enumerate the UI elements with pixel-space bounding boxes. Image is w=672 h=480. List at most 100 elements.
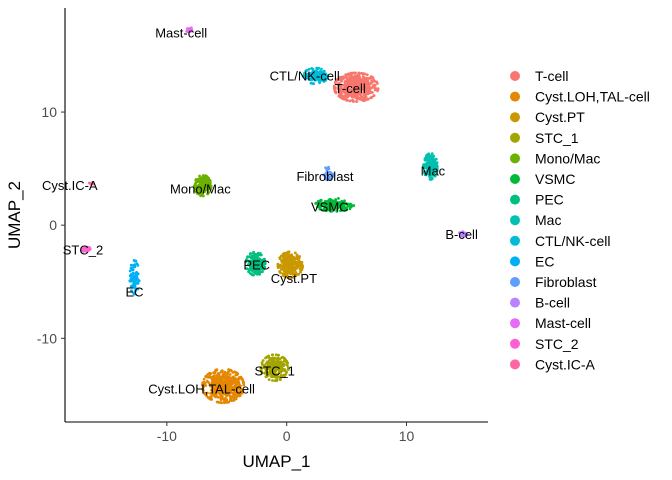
- legend-swatch: [510, 215, 520, 226]
- data-point: [130, 289, 133, 292]
- data-point: [334, 90, 338, 94]
- data-point: [428, 175, 431, 179]
- series-7-points: [422, 152, 439, 181]
- data-point: [367, 84, 370, 88]
- data-point: [283, 251, 287, 255]
- data-point: [211, 393, 215, 397]
- x-tick-label: 10: [399, 428, 415, 444]
- data-point: [248, 252, 252, 256]
- data-point: [202, 377, 206, 381]
- data-point: [376, 87, 380, 90]
- data-point: [202, 177, 206, 181]
- data-point: [228, 373, 232, 376]
- data-point: [135, 262, 139, 266]
- data-point: [344, 87, 348, 90]
- data-point: [335, 203, 339, 207]
- data-point: [268, 371, 271, 375]
- data-point: [270, 353, 274, 357]
- data-point: [340, 75, 344, 79]
- data-point: [315, 77, 318, 81]
- data-point: [363, 72, 367, 76]
- cluster-label: B-cell: [445, 227, 478, 242]
- data-point: [346, 204, 350, 208]
- data-point: [193, 184, 197, 188]
- data-point: [204, 177, 208, 181]
- data-point: [200, 187, 204, 191]
- data-point: [269, 357, 273, 360]
- data-point: [133, 282, 137, 286]
- data-point: [261, 359, 265, 362]
- data-point: [305, 69, 308, 72]
- data-point: [229, 397, 233, 401]
- data-point: [227, 376, 231, 380]
- data-point: [293, 251, 297, 255]
- legend-swatch: [510, 91, 520, 102]
- data-point: [225, 400, 229, 404]
- data-point: [346, 73, 350, 77]
- x-tick-label: -10: [157, 428, 177, 444]
- data-point: [207, 381, 211, 384]
- data-point: [200, 184, 204, 188]
- series-12-points: [185, 26, 194, 34]
- data-point: [257, 260, 261, 264]
- legend-label: STC_1: [535, 130, 579, 146]
- data-point: [272, 360, 276, 363]
- data-point: [198, 174, 202, 178]
- data-point: [331, 202, 335, 206]
- data-point: [267, 378, 271, 381]
- data-point: [219, 396, 223, 400]
- data-point: [288, 254, 292, 258]
- data-point: [357, 81, 360, 84]
- data-point: [220, 376, 224, 380]
- data-point: [201, 382, 205, 385]
- data-point: [342, 97, 346, 101]
- data-point: [347, 93, 351, 96]
- cluster-label: Mono/Mac: [170, 182, 231, 197]
- data-point: [81, 247, 85, 251]
- series-10-points: [322, 165, 336, 182]
- data-point: [356, 78, 359, 82]
- data-point: [262, 365, 266, 368]
- data-point: [428, 164, 431, 168]
- data-point: [194, 178, 198, 181]
- data-point: [258, 272, 261, 276]
- data-point: [317, 72, 320, 76]
- data-point: [255, 272, 259, 276]
- legend-swatch: [510, 153, 520, 164]
- data-point: [365, 98, 368, 101]
- data-point: [215, 400, 219, 404]
- data-point: [311, 82, 315, 85]
- data-point: [236, 389, 239, 393]
- data-point: [251, 259, 254, 263]
- data-point: [208, 371, 212, 375]
- data-point: [302, 75, 305, 78]
- data-point: [334, 198, 338, 201]
- data-point: [215, 380, 219, 384]
- cluster-label: Mac: [421, 163, 446, 178]
- legend-swatch: [510, 71, 520, 81]
- data-point: [223, 390, 227, 394]
- data-point: [278, 367, 282, 371]
- data-point: [134, 278, 138, 282]
- data-point: [344, 207, 347, 211]
- data-point: [265, 361, 268, 365]
- data-point: [274, 375, 277, 379]
- data-point: [222, 372, 226, 375]
- data-point: [136, 287, 140, 291]
- data-point: [285, 364, 289, 367]
- data-point: [203, 187, 207, 191]
- data-point: [129, 263, 133, 267]
- data-point: [363, 76, 366, 80]
- data-point: [206, 179, 210, 183]
- legend-label: T-cell: [535, 68, 568, 84]
- data-point: [322, 73, 326, 77]
- data-point: [422, 170, 426, 174]
- data-point: [252, 252, 255, 255]
- data-point: [336, 83, 340, 86]
- data-point: [308, 78, 311, 81]
- data-point: [354, 82, 358, 86]
- data-point: [424, 173, 428, 177]
- data-point: [356, 95, 359, 99]
- cluster-label: EC: [125, 284, 143, 299]
- data-point: [298, 267, 302, 271]
